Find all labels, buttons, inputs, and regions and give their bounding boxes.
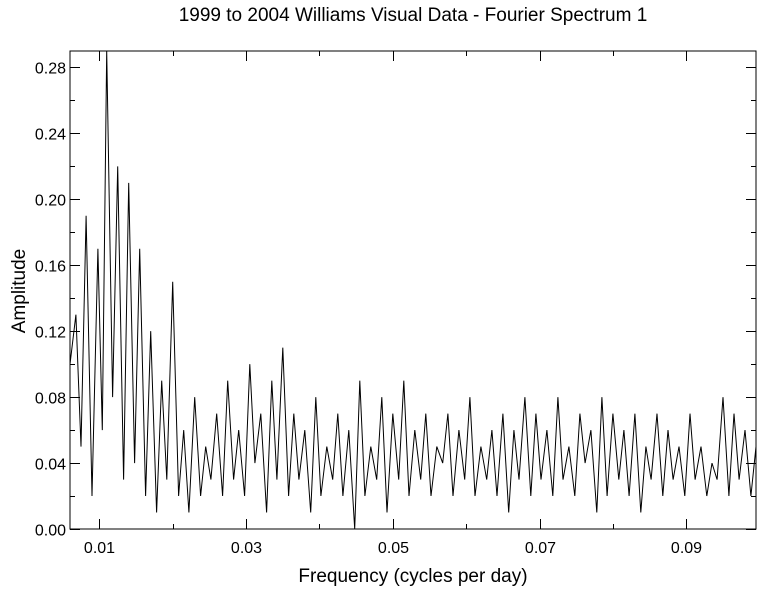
y-tick-label: 0.20 [35, 193, 66, 210]
x-tick-label: 0.07 [525, 540, 556, 557]
y-tick-label: 0.04 [35, 457, 66, 474]
x-axis-label: Frequency (cycles per day) [298, 566, 528, 587]
y-tick-label: 0.00 [35, 523, 66, 540]
x-tick-label: 0.03 [231, 540, 262, 557]
chart-title: 1999 to 2004 Williams Visual Data - Four… [178, 5, 648, 26]
y-axis-label: Amplitude [9, 248, 30, 334]
y-tick-label: 0.24 [35, 127, 66, 144]
x-tick-labels: 0.01 0.03 0.05 0.07 0.09 [84, 540, 702, 557]
spectrum-line [69, 50, 757, 530]
x-tick-label: 0.05 [378, 540, 409, 557]
y-tick-label: 0.16 [35, 259, 66, 276]
x-tick-label: 0.01 [84, 540, 115, 557]
y-tick-labels: 0.00 0.04 0.08 0.12 0.16 0.20 0.24 0.28 [35, 61, 66, 540]
x-tick-label: 0.09 [671, 540, 702, 557]
y-tick-label: 0.12 [35, 325, 66, 342]
y-tick-label: 0.28 [35, 61, 66, 78]
y-tick-label: 0.08 [35, 391, 66, 408]
